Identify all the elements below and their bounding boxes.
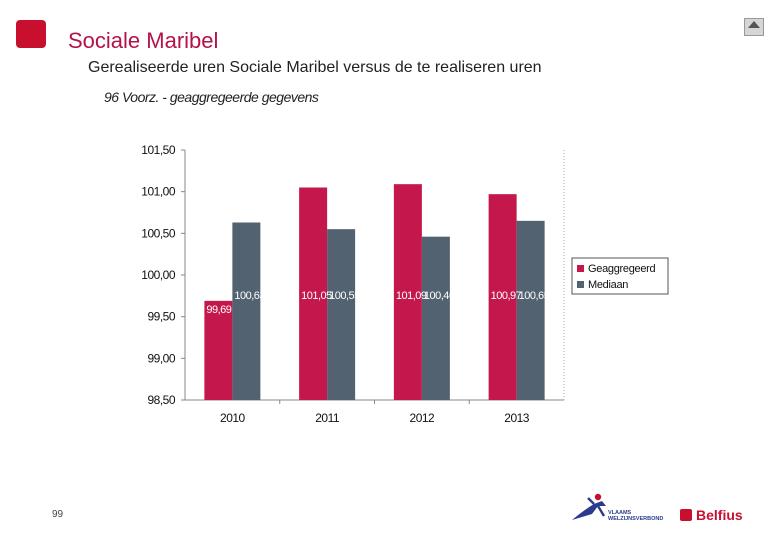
bar-mediaan	[327, 229, 356, 400]
bar-mediaan	[421, 236, 450, 400]
y-tick-label: 101,00	[141, 185, 176, 199]
data-label: 99,69	[206, 304, 231, 316]
vvsg-line1: VLAAMS	[608, 510, 632, 516]
x-tick-label: 2011	[315, 411, 340, 425]
y-tick-label: 100,50	[141, 226, 176, 240]
bar-geaggregeerd	[393, 184, 422, 400]
legend-label: Geaggregeerd	[588, 263, 656, 275]
chart-title: 96 Voorz. - geaggregeerde gegevens	[104, 89, 319, 105]
page-number: 99	[52, 509, 64, 520]
bar-geaggregeerd	[204, 300, 233, 400]
belfius-logo: Belfius	[680, 507, 770, 525]
legend-swatch	[577, 265, 584, 272]
vvsg-line2: WELZIJNSVERBOND	[608, 516, 663, 522]
data-label: 100,97	[491, 290, 522, 302]
data-label: 100,65	[519, 290, 550, 302]
bar-mediaan	[232, 222, 261, 400]
legend-label: Mediaan	[588, 279, 628, 291]
bar-mediaan	[516, 220, 545, 400]
y-tick-label: 99,00	[147, 351, 175, 365]
y-tick-label: 100,00	[141, 268, 176, 282]
vvsg-logo: VLAAMS WELZIJNSVERBOND	[572, 493, 663, 522]
chart-legend: Geaggregeerd Mediaan	[571, 257, 669, 295]
x-tick-label: 2013	[504, 411, 530, 425]
data-label: 101,09	[396, 290, 427, 302]
belfius-name: Belfius	[696, 507, 743, 523]
data-label: 100,55	[329, 290, 360, 302]
y-tick-label: 98,50	[147, 393, 175, 407]
x-tick-label: 2012	[410, 411, 436, 425]
bar-geaggregeerd	[299, 187, 328, 400]
data-label: 100,63	[234, 290, 265, 302]
bar-geaggregeerd	[488, 194, 517, 400]
legend-box	[571, 257, 669, 295]
data-label: 100,46	[424, 290, 455, 302]
y-tick-label: 101,50	[141, 143, 176, 157]
legend-swatch	[577, 281, 584, 288]
x-tick-label: 2010	[220, 411, 246, 425]
corner-logo	[16, 20, 46, 48]
data-label: 101,05	[301, 290, 332, 302]
home-icon[interactable]	[744, 18, 764, 36]
chart-bars	[204, 184, 545, 400]
page-subtitle: Gerealiseerde uren Sociale Maribel versu…	[88, 59, 542, 76]
belfius-mark	[680, 509, 692, 521]
page-title: Sociale Maribel	[68, 28, 219, 53]
y-tick-label: 99,50	[147, 310, 175, 324]
